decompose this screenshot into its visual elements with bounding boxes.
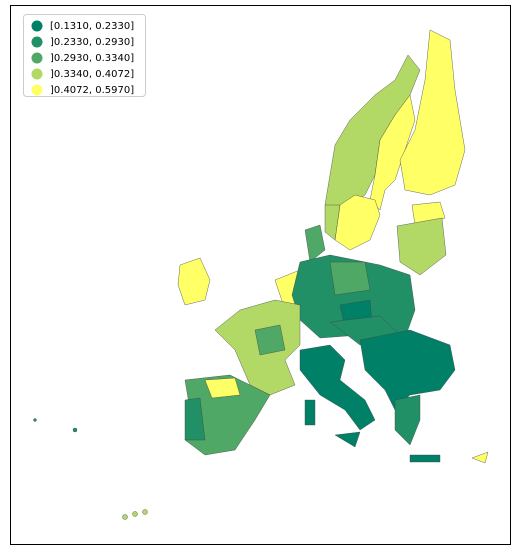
region — [299, 344, 376, 431]
region — [359, 329, 456, 411]
region — [204, 377, 241, 399]
legend-label: ]0.3340, 0.4072] — [50, 69, 134, 80]
region — [254, 324, 286, 356]
region — [214, 299, 301, 396]
legend-label: [0.1310, 0.2330] — [50, 21, 134, 32]
region — [132, 511, 138, 517]
legend-label: ]0.2330, 0.2930] — [50, 37, 134, 48]
region — [334, 431, 361, 448]
legend: [0.1310, 0.2330] ]0.2330, 0.2930] ]0.2930,… — [31, 20, 134, 96]
region — [399, 29, 466, 196]
region — [33, 418, 37, 422]
legend-marker — [31, 36, 43, 48]
region — [72, 427, 78, 433]
region — [177, 257, 211, 306]
legend-label: ]0.2930, 0.3340] — [50, 53, 134, 64]
region — [334, 194, 381, 251]
region — [122, 514, 128, 520]
region — [409, 454, 441, 463]
region — [142, 509, 148, 515]
region — [304, 224, 326, 263]
region — [304, 399, 316, 426]
legend-marker — [31, 20, 43, 32]
region — [369, 94, 416, 211]
region — [184, 397, 206, 441]
legend-marker — [31, 84, 43, 96]
legend-label: ]0.4072, 0.5970] — [50, 85, 134, 96]
region — [396, 217, 447, 276]
region — [324, 204, 341, 241]
region — [471, 451, 489, 464]
region — [329, 261, 371, 296]
legend-marker — [31, 52, 43, 64]
legend-box — [23, 14, 146, 97]
regions — [33, 29, 489, 520]
region — [394, 394, 421, 446]
legend-marker — [31, 68, 43, 80]
